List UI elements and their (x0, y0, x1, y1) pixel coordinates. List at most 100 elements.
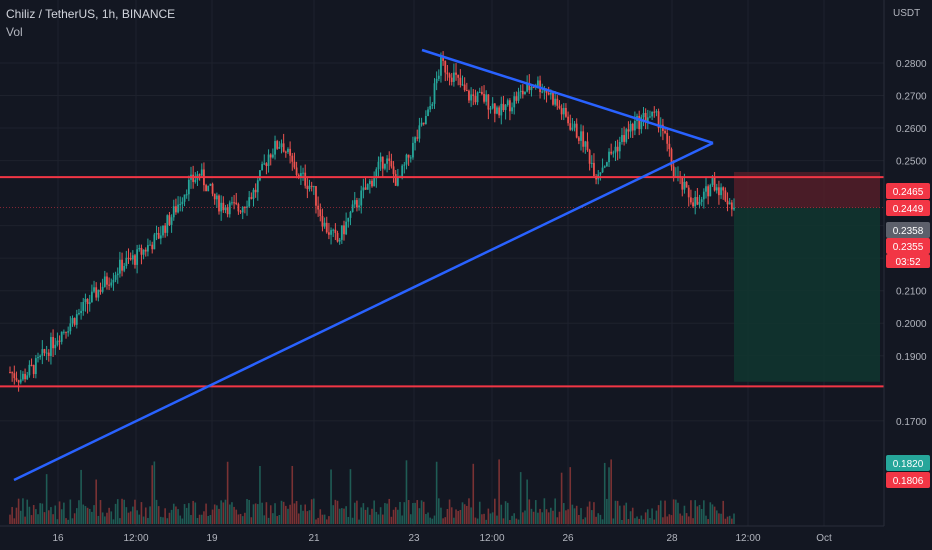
volume-bar (362, 503, 365, 524)
axis-currency: USDT (893, 8, 920, 19)
volume-bar (614, 500, 617, 524)
volume-bar (341, 508, 343, 524)
volume-bar (233, 506, 235, 524)
candle-body (433, 83, 436, 104)
volume-bar (457, 510, 459, 524)
volume-bar (9, 514, 11, 524)
candle-body (90, 291, 93, 303)
volume-label[interactable]: Vol (6, 25, 23, 39)
drawing-lines[interactable] (0, 48, 884, 482)
volume-bar (110, 511, 113, 524)
candle-body (593, 162, 595, 177)
candle-body (396, 176, 399, 186)
candle-body (360, 190, 363, 206)
candle-body (390, 160, 393, 167)
candle-body (711, 177, 714, 185)
volume-bar (63, 502, 65, 524)
volume-bar (254, 503, 257, 524)
candle-body (56, 340, 59, 345)
candle-body (694, 197, 697, 207)
volume-bar (388, 498, 391, 524)
candle-body (444, 60, 447, 73)
candle-body (509, 100, 511, 112)
candle-body (65, 331, 67, 333)
x-tick-label: 12:00 (479, 533, 504, 544)
candle-body (420, 122, 423, 126)
volume-bar (91, 511, 93, 524)
volume-bar (209, 515, 212, 524)
volume-bar (694, 500, 697, 524)
volume-bar (379, 507, 382, 524)
candle-body (164, 225, 167, 233)
volume-bar (356, 500, 358, 524)
volume-bar (657, 505, 660, 524)
candle-body (183, 194, 186, 202)
candle-body (97, 289, 100, 298)
upper-trendline[interactable] (421, 48, 714, 145)
volume-bar (338, 508, 341, 524)
candle-body (491, 103, 494, 109)
candle-body (616, 146, 619, 152)
volume-bar (84, 506, 87, 524)
candle-body (17, 380, 20, 383)
volume-bar (440, 507, 442, 524)
candle-body (483, 94, 485, 102)
candle-body (565, 107, 567, 117)
y-tick-label: 0.2700 (896, 92, 927, 103)
candle-body (586, 141, 589, 151)
candle-body (101, 286, 104, 292)
volume-bar (263, 515, 266, 524)
x-tick-label: 23 (408, 533, 420, 544)
candle-body (666, 133, 669, 144)
candle-body (683, 181, 686, 190)
volume-bar (522, 512, 524, 524)
candle-body (388, 158, 391, 161)
volume-bar (285, 505, 287, 524)
candle-body (256, 180, 259, 193)
candle-body (246, 206, 248, 208)
volume-bar (565, 510, 567, 524)
volume-bar (552, 510, 554, 524)
candle-body (687, 187, 690, 198)
volume-bar (442, 518, 444, 524)
volume-bar (580, 508, 582, 524)
candle-body (718, 187, 720, 196)
volume-bar (498, 459, 500, 524)
position-zones[interactable] (734, 171, 880, 382)
candle-body (571, 127, 574, 130)
candle-body (168, 215, 171, 225)
volume-bars (9, 459, 735, 524)
lower-trendline[interactable] (13, 141, 714, 482)
take-profit-zone[interactable] (734, 207, 880, 382)
price-tag-label: 0.1806 (893, 476, 924, 487)
candle-body (485, 94, 488, 102)
candle-body (554, 98, 557, 105)
candle-body (726, 200, 729, 205)
candle-body (567, 116, 569, 124)
candle-body (187, 179, 190, 195)
grid-lines (0, 0, 884, 526)
candle-body (235, 202, 238, 205)
symbol-title[interactable]: Chiliz / TetherUS, 1h, BINANCE (6, 7, 176, 21)
volume-bar (550, 507, 552, 524)
time-axis[interactable]: 16 12:00 19 21 23 12:00 26 28 12:00 Oct (52, 533, 832, 544)
candle-body (69, 323, 72, 332)
candle-body (26, 375, 29, 380)
volume-bar (569, 467, 572, 524)
volume-bar (612, 518, 615, 524)
volume-bar (166, 518, 169, 524)
volume-bar (149, 506, 151, 524)
volume-bar (558, 511, 561, 524)
volume-bar (319, 509, 322, 524)
candle-body (95, 287, 98, 298)
y-tick-label: 0.2600 (896, 124, 927, 135)
candle-body (459, 77, 462, 86)
candle-body (599, 172, 602, 175)
candle-body (28, 364, 31, 376)
volume-bar (334, 499, 337, 524)
volume-bar (412, 502, 414, 524)
candle-body (144, 249, 147, 252)
candle-body (271, 154, 274, 158)
volume-bar (519, 472, 522, 524)
